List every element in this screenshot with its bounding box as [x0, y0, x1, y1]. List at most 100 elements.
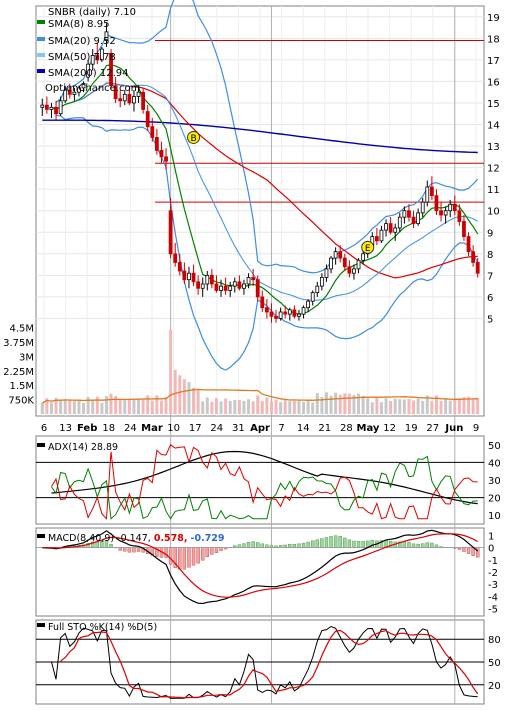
price-tick-label: 8 — [487, 250, 493, 261]
volume-bar — [247, 399, 250, 414]
candle-body — [421, 202, 424, 213]
candle-body — [297, 314, 300, 316]
candle-body — [458, 211, 461, 222]
x-tick-label: 17 — [189, 423, 202, 434]
candle-body — [142, 92, 145, 109]
volume-bar — [293, 401, 296, 414]
legend-label-sma200: SMA(200) 12.94 — [48, 68, 129, 79]
macd-histogram-bar — [334, 536, 337, 548]
sto-tick-label: 20 — [488, 681, 501, 692]
price-tick-label: 11 — [487, 185, 500, 196]
candle-body — [183, 271, 186, 280]
candle-body — [453, 204, 456, 210]
adx-tick-label: 30 — [488, 476, 501, 487]
volume-bar — [105, 396, 108, 414]
volume-bar — [197, 390, 200, 414]
volume-bar — [284, 400, 287, 414]
legend-label-sma50: SMA(50) 7.78 — [48, 52, 116, 63]
macd-histogram-bar — [220, 548, 223, 551]
candle-body — [160, 150, 163, 156]
candle-body — [128, 94, 131, 103]
macd-histogram-bar — [389, 541, 392, 547]
volume-bar — [96, 397, 99, 414]
volume-bar — [68, 400, 71, 414]
volume-bar — [288, 401, 291, 414]
candle-body — [256, 280, 259, 297]
sto-tick-label: 80 — [488, 635, 501, 646]
volume-bar — [50, 402, 53, 414]
candle-body — [192, 273, 195, 282]
adx-tick-label: 50 — [488, 441, 501, 452]
candle-body — [288, 310, 291, 314]
macd-histogram-bar — [215, 548, 218, 553]
x-tick-label: 6 — [41, 423, 47, 434]
volume-bar — [412, 400, 415, 414]
x-tick-label: 24 — [210, 423, 223, 434]
macd-tick-label: -5 — [488, 605, 498, 616]
macd-histogram-bar — [426, 543, 429, 548]
candle-body — [151, 127, 154, 138]
volume-bar — [453, 398, 456, 414]
price-tick-label: 18 — [487, 34, 500, 45]
x-tick-label: 24 — [124, 423, 137, 434]
candle-body — [398, 217, 401, 228]
candle-body — [426, 187, 429, 202]
volume-tick-label: 1.5M — [9, 381, 34, 392]
candle-body — [394, 228, 397, 232]
volume-bar — [183, 379, 186, 414]
volume-bar — [339, 395, 342, 414]
macd-histogram-bar — [178, 548, 181, 570]
candle-body — [435, 196, 438, 211]
candle-body — [375, 237, 378, 241]
macd-histogram-bar — [467, 548, 470, 554]
price-tick-label: 12 — [487, 164, 500, 175]
candle-body — [472, 252, 475, 263]
macd-histogram-bar — [430, 543, 433, 548]
candle-body — [320, 278, 323, 287]
macd-histogram-bar — [137, 548, 140, 552]
price-tick-label: 15 — [487, 99, 500, 110]
volume-bar — [316, 393, 319, 414]
candle-body — [187, 273, 190, 279]
adx-tick-label: 10 — [488, 511, 501, 522]
candle-body — [252, 278, 255, 280]
volume-bar — [91, 401, 94, 414]
macd-tick-label: 0 — [488, 544, 494, 555]
volume-bar — [220, 401, 223, 414]
candle-body — [41, 105, 44, 107]
macd-histogram-bar — [407, 542, 410, 547]
macd-histogram-bar — [417, 544, 420, 547]
macd-histogram-bar — [357, 541, 360, 547]
candle-body — [220, 286, 223, 290]
price-tick-label: 16 — [487, 77, 500, 88]
candle-body — [55, 107, 58, 113]
candle-body — [201, 284, 204, 288]
candle-body — [476, 262, 479, 273]
volume-bar — [59, 400, 62, 414]
volume-bar — [210, 402, 213, 414]
candle-body — [155, 137, 158, 150]
candle-body — [307, 301, 310, 307]
volume-bar — [41, 403, 44, 414]
candle-body — [343, 258, 346, 267]
volume-bar — [252, 401, 255, 414]
candle-body — [206, 275, 209, 284]
price-tick-label: 5 — [487, 314, 493, 325]
volume-bar — [366, 398, 369, 414]
volume-bar — [224, 399, 227, 414]
candle-body — [444, 211, 447, 215]
volume-bar — [165, 397, 168, 414]
candle-body — [270, 312, 273, 316]
x-tick-label: 7 — [278, 423, 284, 434]
candle-body — [311, 293, 314, 302]
candle-body — [302, 308, 305, 314]
volume-bar — [151, 401, 154, 414]
volume-bar — [348, 394, 351, 414]
macd-histogram-bar — [421, 544, 424, 548]
volume-tick-label: 2.25M — [3, 367, 34, 378]
volume-bar — [398, 399, 401, 414]
candle-body — [330, 258, 333, 269]
volume-tick-label: 4.5M — [9, 324, 34, 335]
adx-swatch — [37, 443, 45, 447]
volume-bar — [206, 397, 209, 414]
